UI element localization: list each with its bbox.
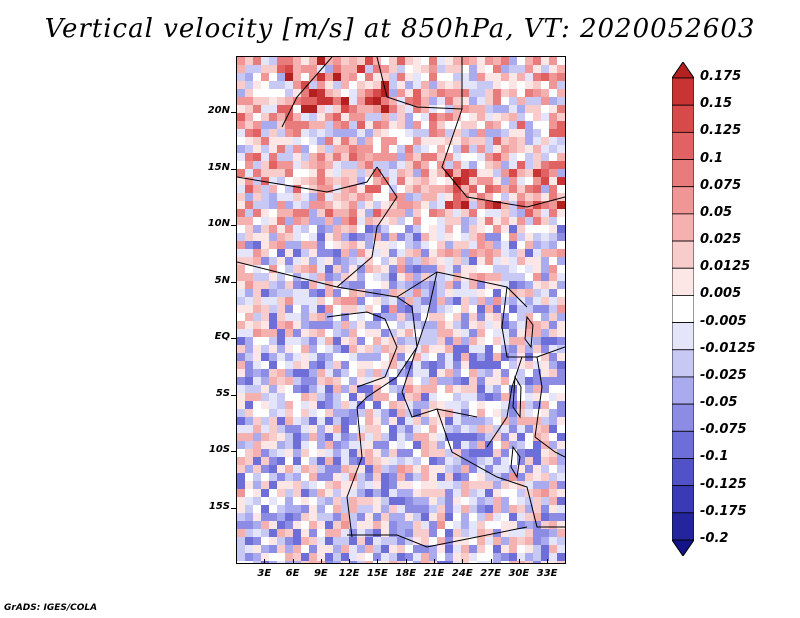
colorbar-segment xyxy=(672,403,694,432)
lat-tick-label: 5N xyxy=(214,274,230,286)
colorbar-level-label: 0.005 xyxy=(700,286,742,302)
lat-tick xyxy=(231,112,236,114)
lat-tick xyxy=(231,168,236,170)
colorbar-segment xyxy=(672,77,694,106)
colorbar-level-label: 0.15 xyxy=(700,96,733,112)
colorbar-level-label: -0.125 xyxy=(700,476,747,492)
colorbar-level-label: -0.0125 xyxy=(700,340,756,356)
colorbar-segment xyxy=(672,322,694,351)
colorbar-level-label: -0.025 xyxy=(700,367,747,383)
colorbar-level-label: 0.125 xyxy=(700,123,742,139)
lon-tick-label: 3E xyxy=(257,568,272,579)
lon-tick xyxy=(320,559,322,564)
lat-tick xyxy=(231,394,236,396)
lon-tick xyxy=(490,559,492,564)
grads-credit: GrADS: IGES/COLA xyxy=(4,603,98,613)
colorbar-level-label: 0.025 xyxy=(700,232,742,248)
lon-tick xyxy=(349,559,351,564)
lat-tick-label: EQ xyxy=(214,331,230,343)
colorbar-level-label: -0.005 xyxy=(700,313,747,329)
lon-tick xyxy=(377,559,379,564)
lon-tick-label: 24E xyxy=(451,568,473,579)
colorbar-segment xyxy=(672,458,694,487)
colorbar-segment xyxy=(672,240,694,269)
colorbar-bottom-arrow xyxy=(672,539,694,556)
lon-tick-label: 12E xyxy=(338,568,360,579)
lat-tick xyxy=(231,507,236,509)
colorbar-level-label: 0.0125 xyxy=(700,259,751,275)
lat-tick xyxy=(231,338,236,340)
colorbar-segment xyxy=(672,186,694,215)
colorbar-level-label: -0.075 xyxy=(700,422,747,438)
lon-tick-label: 6E xyxy=(285,568,300,579)
colorbar-level-label: 0.175 xyxy=(700,69,742,84)
lat-tick xyxy=(231,451,236,453)
colorbar-level-label: -0.05 xyxy=(700,395,738,411)
lat-tick-label: 10S xyxy=(208,444,230,456)
lon-tick-label: 18E xyxy=(395,568,417,579)
colorbar-segment xyxy=(672,485,694,514)
colorbar-top-arrow xyxy=(672,62,694,79)
colorbar-segment xyxy=(672,376,694,405)
lon-tick-label: 9E xyxy=(313,568,328,579)
lon-tick-label: 33E xyxy=(536,568,558,579)
lon-tick xyxy=(434,559,435,564)
lon-tick xyxy=(547,559,549,564)
vertical-velocity-field xyxy=(237,57,565,563)
colorbar-level-label: -0.175 xyxy=(700,503,747,519)
colorbar-segment xyxy=(672,131,694,160)
figure-title: Vertical velocity [m/s] at 850hPa, VT: 2… xyxy=(44,14,756,44)
country-borders xyxy=(237,57,565,548)
colorbar-segment xyxy=(672,104,694,133)
lat-tick-label: 10N xyxy=(207,218,230,230)
colorbar-level-label: 0.05 xyxy=(700,204,733,220)
colorbar-level-label: -0.1 xyxy=(700,449,729,465)
colorbar xyxy=(672,62,694,556)
colorbar-segment xyxy=(672,430,694,459)
colorbar-level-label: -0.2 xyxy=(700,531,729,546)
lat-tick-label: 15S xyxy=(208,500,230,512)
lat-tick-label: 15N xyxy=(207,161,230,173)
lat-tick xyxy=(231,225,236,227)
lon-tick xyxy=(518,559,520,564)
colorbar-level-label: 0.075 xyxy=(700,177,742,193)
lat-tick-label: 5S xyxy=(215,387,230,399)
field-cells xyxy=(237,57,565,563)
lon-tick-label: 21E xyxy=(423,568,445,579)
lon-tick-label: 30E xyxy=(508,568,530,579)
lat-tick xyxy=(231,281,236,283)
colorbar-segment xyxy=(672,295,694,323)
colorbar-segment xyxy=(672,512,694,541)
map-panel xyxy=(236,56,566,564)
colorbar-segment xyxy=(672,267,694,296)
lon-tick xyxy=(462,559,464,564)
lon-tick-label: 27E xyxy=(480,568,501,579)
lon-tick xyxy=(292,559,294,564)
lon-tick xyxy=(405,559,407,564)
lat-tick-label: 20N xyxy=(207,105,230,117)
colorbar-segment xyxy=(672,349,694,378)
lon-tick-label: 15E xyxy=(367,568,388,579)
colorbar-segment xyxy=(672,159,694,188)
colorbar-segment xyxy=(672,213,694,242)
lon-tick xyxy=(264,559,266,564)
colorbar-level-label: 0.1 xyxy=(700,150,724,166)
